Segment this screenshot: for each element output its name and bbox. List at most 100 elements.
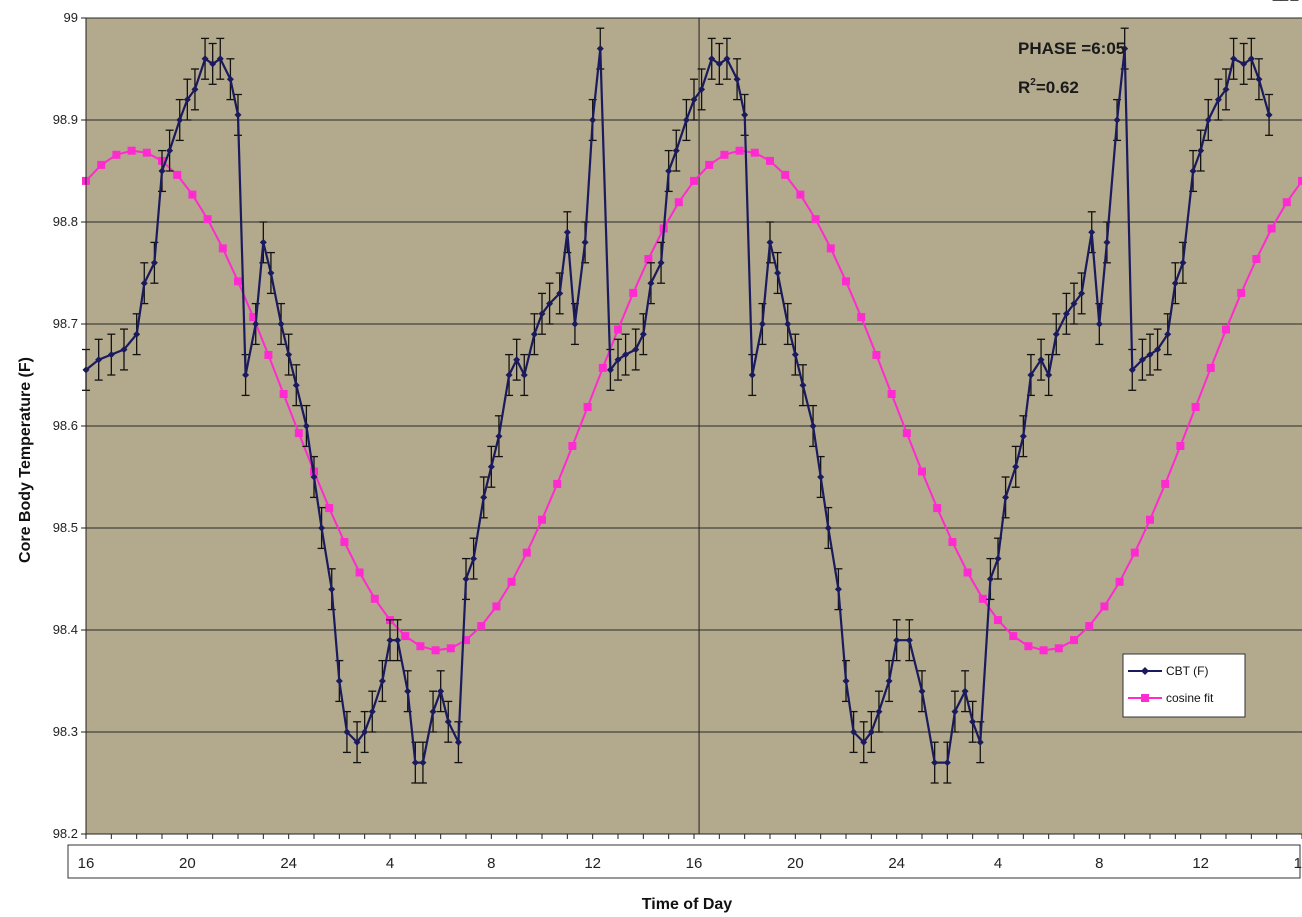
cbt-marker xyxy=(259,238,267,246)
cbt-marker xyxy=(209,60,217,68)
cbt-marker xyxy=(429,708,437,716)
y-axis: 98.2 98.3 98.4 98.5 98.6 98.7 98.8 98.9 99 xyxy=(53,10,87,841)
cbt-marker xyxy=(120,346,128,353)
cbt-marker xyxy=(1179,259,1187,267)
cosine-fit-marker xyxy=(492,602,501,611)
cbt-marker xyxy=(1095,320,1103,328)
cbt-marker xyxy=(885,677,893,685)
cosine-fit-marker xyxy=(690,176,698,185)
cbt-marker xyxy=(622,351,630,359)
cbt-marker xyxy=(867,728,875,736)
x-tick-label: 8 xyxy=(487,855,495,872)
cbt-marker xyxy=(632,346,640,353)
x-tick-label: 16 xyxy=(78,855,95,872)
cbt-marker xyxy=(834,585,842,593)
cbt-marker xyxy=(285,351,293,359)
cbt-marker xyxy=(530,330,538,338)
cbt-marker xyxy=(647,279,655,287)
cbt-marker xyxy=(411,759,419,767)
x-tick-label: 8 xyxy=(1095,855,1103,872)
cosine-fit-marker xyxy=(933,504,942,513)
cbt-marker xyxy=(581,238,589,246)
cosine-fit-marker xyxy=(994,616,1002,625)
cbt-marker xyxy=(931,759,939,767)
cbt-marker xyxy=(791,351,799,359)
cosine-fit-marker xyxy=(1130,548,1139,557)
cosine-fit-marker xyxy=(583,403,592,411)
cbt-marker xyxy=(708,55,716,63)
cosine-fit-marker xyxy=(735,146,744,155)
cbt-marker xyxy=(495,432,503,440)
cbt-marker xyxy=(95,356,103,364)
cosine-fit-marker xyxy=(553,479,562,488)
cbt-marker xyxy=(672,147,680,155)
cosine-fit-marker xyxy=(249,313,258,322)
cosine-fit-marker xyxy=(1100,602,1109,611)
cbt-marker xyxy=(571,320,579,328)
cosine-fit-marker xyxy=(1176,442,1185,450)
cbt-marker xyxy=(404,687,412,695)
cosine-fit-marker xyxy=(188,190,197,199)
cbt-marker xyxy=(976,738,984,746)
cosine-fit-marker xyxy=(568,442,577,450)
cbt-marker xyxy=(107,351,115,359)
cosine-fit-marker xyxy=(1115,577,1124,586)
cbt-marker xyxy=(1154,346,1162,353)
cbt-marker xyxy=(368,708,376,716)
cosine-fit-marker xyxy=(705,160,714,169)
cosine-fit-marker xyxy=(112,150,121,159)
cosine-fit-marker xyxy=(598,363,607,372)
cbt-marker xyxy=(310,473,318,481)
cbt-marker xyxy=(487,463,495,471)
cbt-marker xyxy=(1037,356,1045,364)
cbt-marker xyxy=(520,371,528,379)
cbt-marker xyxy=(969,718,977,726)
cbt-marker xyxy=(784,320,792,328)
cosine-fit-marker xyxy=(416,642,425,651)
cbt-marker xyxy=(1070,300,1078,308)
cbt-marker xyxy=(1045,371,1053,379)
cbt-marker xyxy=(774,269,782,277)
cbt-marker xyxy=(505,371,513,379)
cbt-marker xyxy=(267,269,275,277)
cbt-marker xyxy=(748,371,756,379)
cbt-marker xyxy=(302,422,310,430)
x-tick-label: 24 xyxy=(280,855,297,872)
cbt-marker xyxy=(277,320,285,328)
cosine-fit-marker xyxy=(1039,646,1048,655)
cosine-fit-marker xyxy=(614,325,622,334)
cosine-fit-marker xyxy=(796,190,805,199)
cosine-fit-marker xyxy=(218,244,227,253)
cbt-marker xyxy=(824,524,832,532)
cosine-fit-marker xyxy=(264,351,273,359)
cosine-fit-marker xyxy=(1054,644,1063,653)
cbt-marker xyxy=(1265,111,1273,119)
cbt-marker xyxy=(1146,351,1154,359)
cbt-marker xyxy=(538,310,546,318)
cbt-marker xyxy=(723,55,731,63)
cbt-marker xyxy=(252,320,260,328)
cosine-fit-marker xyxy=(766,156,774,165)
cbt-marker xyxy=(1052,330,1060,338)
cosine-fit-marker xyxy=(750,148,759,157)
cbt-marker xyxy=(292,381,300,389)
cbt-marker xyxy=(758,320,766,328)
y-tick-label: 98.6 xyxy=(53,418,78,433)
y-tick-label: 98.8 xyxy=(53,214,78,229)
cbt-marker xyxy=(201,55,209,63)
legend-cbt-label: CBT (F) xyxy=(1166,664,1208,678)
x-tick-label: 16 xyxy=(1294,855,1302,872)
cbt-marker xyxy=(1121,45,1129,53)
cbt-marker xyxy=(1027,371,1035,379)
cbt-marker xyxy=(850,728,858,736)
x-tick-label: 4 xyxy=(386,855,394,872)
grid-lines xyxy=(86,17,1302,834)
cbt-marker xyxy=(480,493,488,501)
cosine-fit-marker xyxy=(355,568,364,577)
cosine-fit-marker xyxy=(1222,325,1230,334)
cbt-marker xyxy=(961,687,969,695)
cosine-fit-marker xyxy=(234,277,242,286)
cosine-fit-marker xyxy=(963,568,972,577)
cbt-marker xyxy=(1128,366,1136,374)
cosine-fit-marker xyxy=(1085,622,1094,631)
